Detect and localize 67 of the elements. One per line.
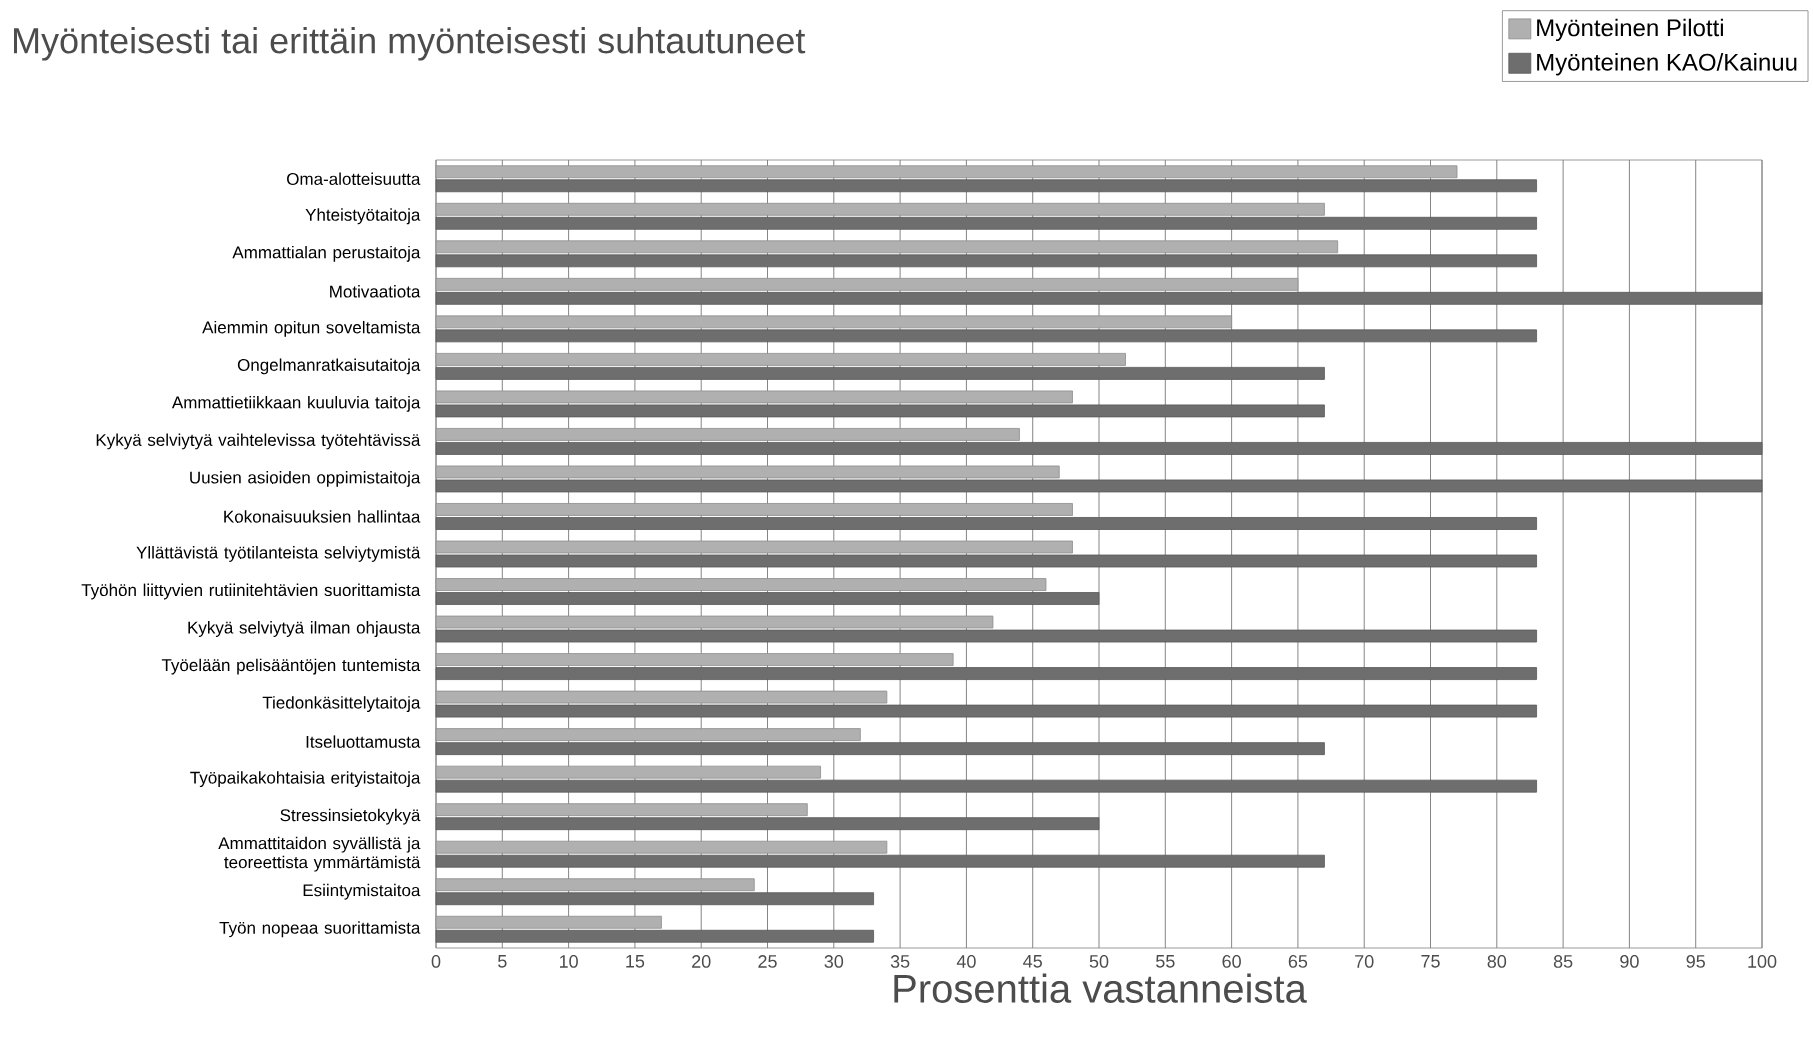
x-tick-label: 55 bbox=[1156, 955, 1175, 968]
bar bbox=[435, 240, 1339, 254]
bar bbox=[435, 728, 861, 742]
bar bbox=[435, 615, 994, 629]
y-tick-label: Stressinsietokykyä bbox=[280, 808, 421, 825]
bar bbox=[435, 277, 1299, 291]
x-tick-label: 20 bbox=[692, 955, 711, 968]
legend-label: Myönteinen KAO/Kainuu bbox=[1537, 53, 1797, 76]
bar bbox=[435, 840, 888, 854]
x-tick-label: 75 bbox=[1421, 955, 1440, 968]
y-tick-label: Työhön liittyvien rutiinitehtävien suorittamista bbox=[81, 583, 421, 600]
x-tick-label: 45 bbox=[1023, 955, 1042, 968]
legend-label: Myönteinen Pilotti bbox=[1537, 18, 1723, 42]
x-tick-label: 5 bbox=[498, 955, 507, 968]
y-tick-label: Yllättävistä työtilanteista selviytymistä bbox=[136, 546, 421, 562]
y-tick-label: Ongelmanratkaisutaitoja bbox=[237, 358, 421, 375]
x-tick-label: 95 bbox=[1686, 955, 1705, 968]
bar bbox=[435, 352, 1126, 366]
y-tick-label: Tiedonkäsittelytaitoja bbox=[262, 696, 421, 713]
bar bbox=[435, 390, 1073, 404]
bar bbox=[435, 202, 1325, 216]
x-tick-label: 60 bbox=[1222, 955, 1241, 968]
y-tick-label: Esiintymistaitoa bbox=[303, 883, 421, 900]
bar bbox=[435, 690, 888, 704]
x-tick-label: 25 bbox=[758, 955, 777, 968]
y-tick-label: Kokonaisuuksien hallintaa bbox=[224, 510, 421, 523]
x-tick-label: 35 bbox=[890, 955, 910, 968]
y-tick-label: Kykyä selviytyä vaihtelevissa työtehtävissä bbox=[96, 433, 421, 450]
x-tick-label: 90 bbox=[1620, 955, 1639, 968]
x-tick-label: 70 bbox=[1355, 955, 1374, 968]
chart-title: Myönteisesti tai erittäin myönteisesti suhtautuneet bbox=[14, 27, 806, 61]
bar bbox=[435, 878, 755, 892]
x-tick-label: 100 bbox=[1748, 955, 1777, 968]
bar bbox=[435, 165, 1458, 179]
x-tick-label: 80 bbox=[1487, 955, 1507, 968]
x-tick-label: 15 bbox=[626, 955, 645, 968]
bar bbox=[435, 315, 1233, 329]
y-tick-label: Yhteistyötaitoja bbox=[305, 208, 421, 225]
y-tick-label: Itseluottamusta bbox=[306, 735, 421, 748]
y-tick-label: Ammattietiikkaan kuuluvia taitoja bbox=[171, 395, 421, 412]
y-tick-label: Työn nopeaa suorittamista bbox=[219, 921, 421, 938]
y-tick-label: Uusien asioiden oppimistaitoja bbox=[190, 471, 421, 487]
x-tick-label: 65 bbox=[1288, 955, 1308, 968]
y-tick-label: Aiemmin opitun soveltamista bbox=[202, 320, 421, 337]
y-tick-label: Ammattitaidon syvällistä ja teoreettista ymmärtämistä bbox=[218, 836, 421, 872]
bar bbox=[435, 653, 954, 666]
bar bbox=[435, 503, 1073, 516]
y-tick-label: Työpaikakohtaisia erityistaitoja bbox=[190, 771, 421, 788]
x-tick-label: 30 bbox=[824, 955, 844, 968]
x-tick-label: 85 bbox=[1553, 955, 1573, 968]
y-tick-label: Kykyä selviytyä ilman ohjausta bbox=[188, 621, 421, 637]
y-tick-label: Oma-alotteisuutta bbox=[287, 172, 421, 185]
x-tick-label: 40 bbox=[956, 955, 976, 968]
x-tick-label: 10 bbox=[559, 955, 578, 968]
bar bbox=[435, 578, 1047, 591]
bar bbox=[435, 803, 808, 817]
y-tick-label: Motivaatiota bbox=[330, 285, 421, 298]
x-tick-label: 0 bbox=[431, 955, 441, 968]
bar bbox=[435, 465, 1060, 479]
bar bbox=[435, 765, 821, 779]
y-tick-label: Ammattialan perustaitoja bbox=[232, 245, 421, 262]
x-tick-label: 50 bbox=[1089, 955, 1109, 968]
bar bbox=[435, 915, 662, 929]
bar bbox=[435, 428, 1020, 441]
bar bbox=[435, 540, 1073, 554]
y-tick-label: Työelään pelisääntöjen tuntemista bbox=[161, 658, 421, 675]
x-axis-title: Prosenttia vastanneista bbox=[894, 973, 1307, 1003]
